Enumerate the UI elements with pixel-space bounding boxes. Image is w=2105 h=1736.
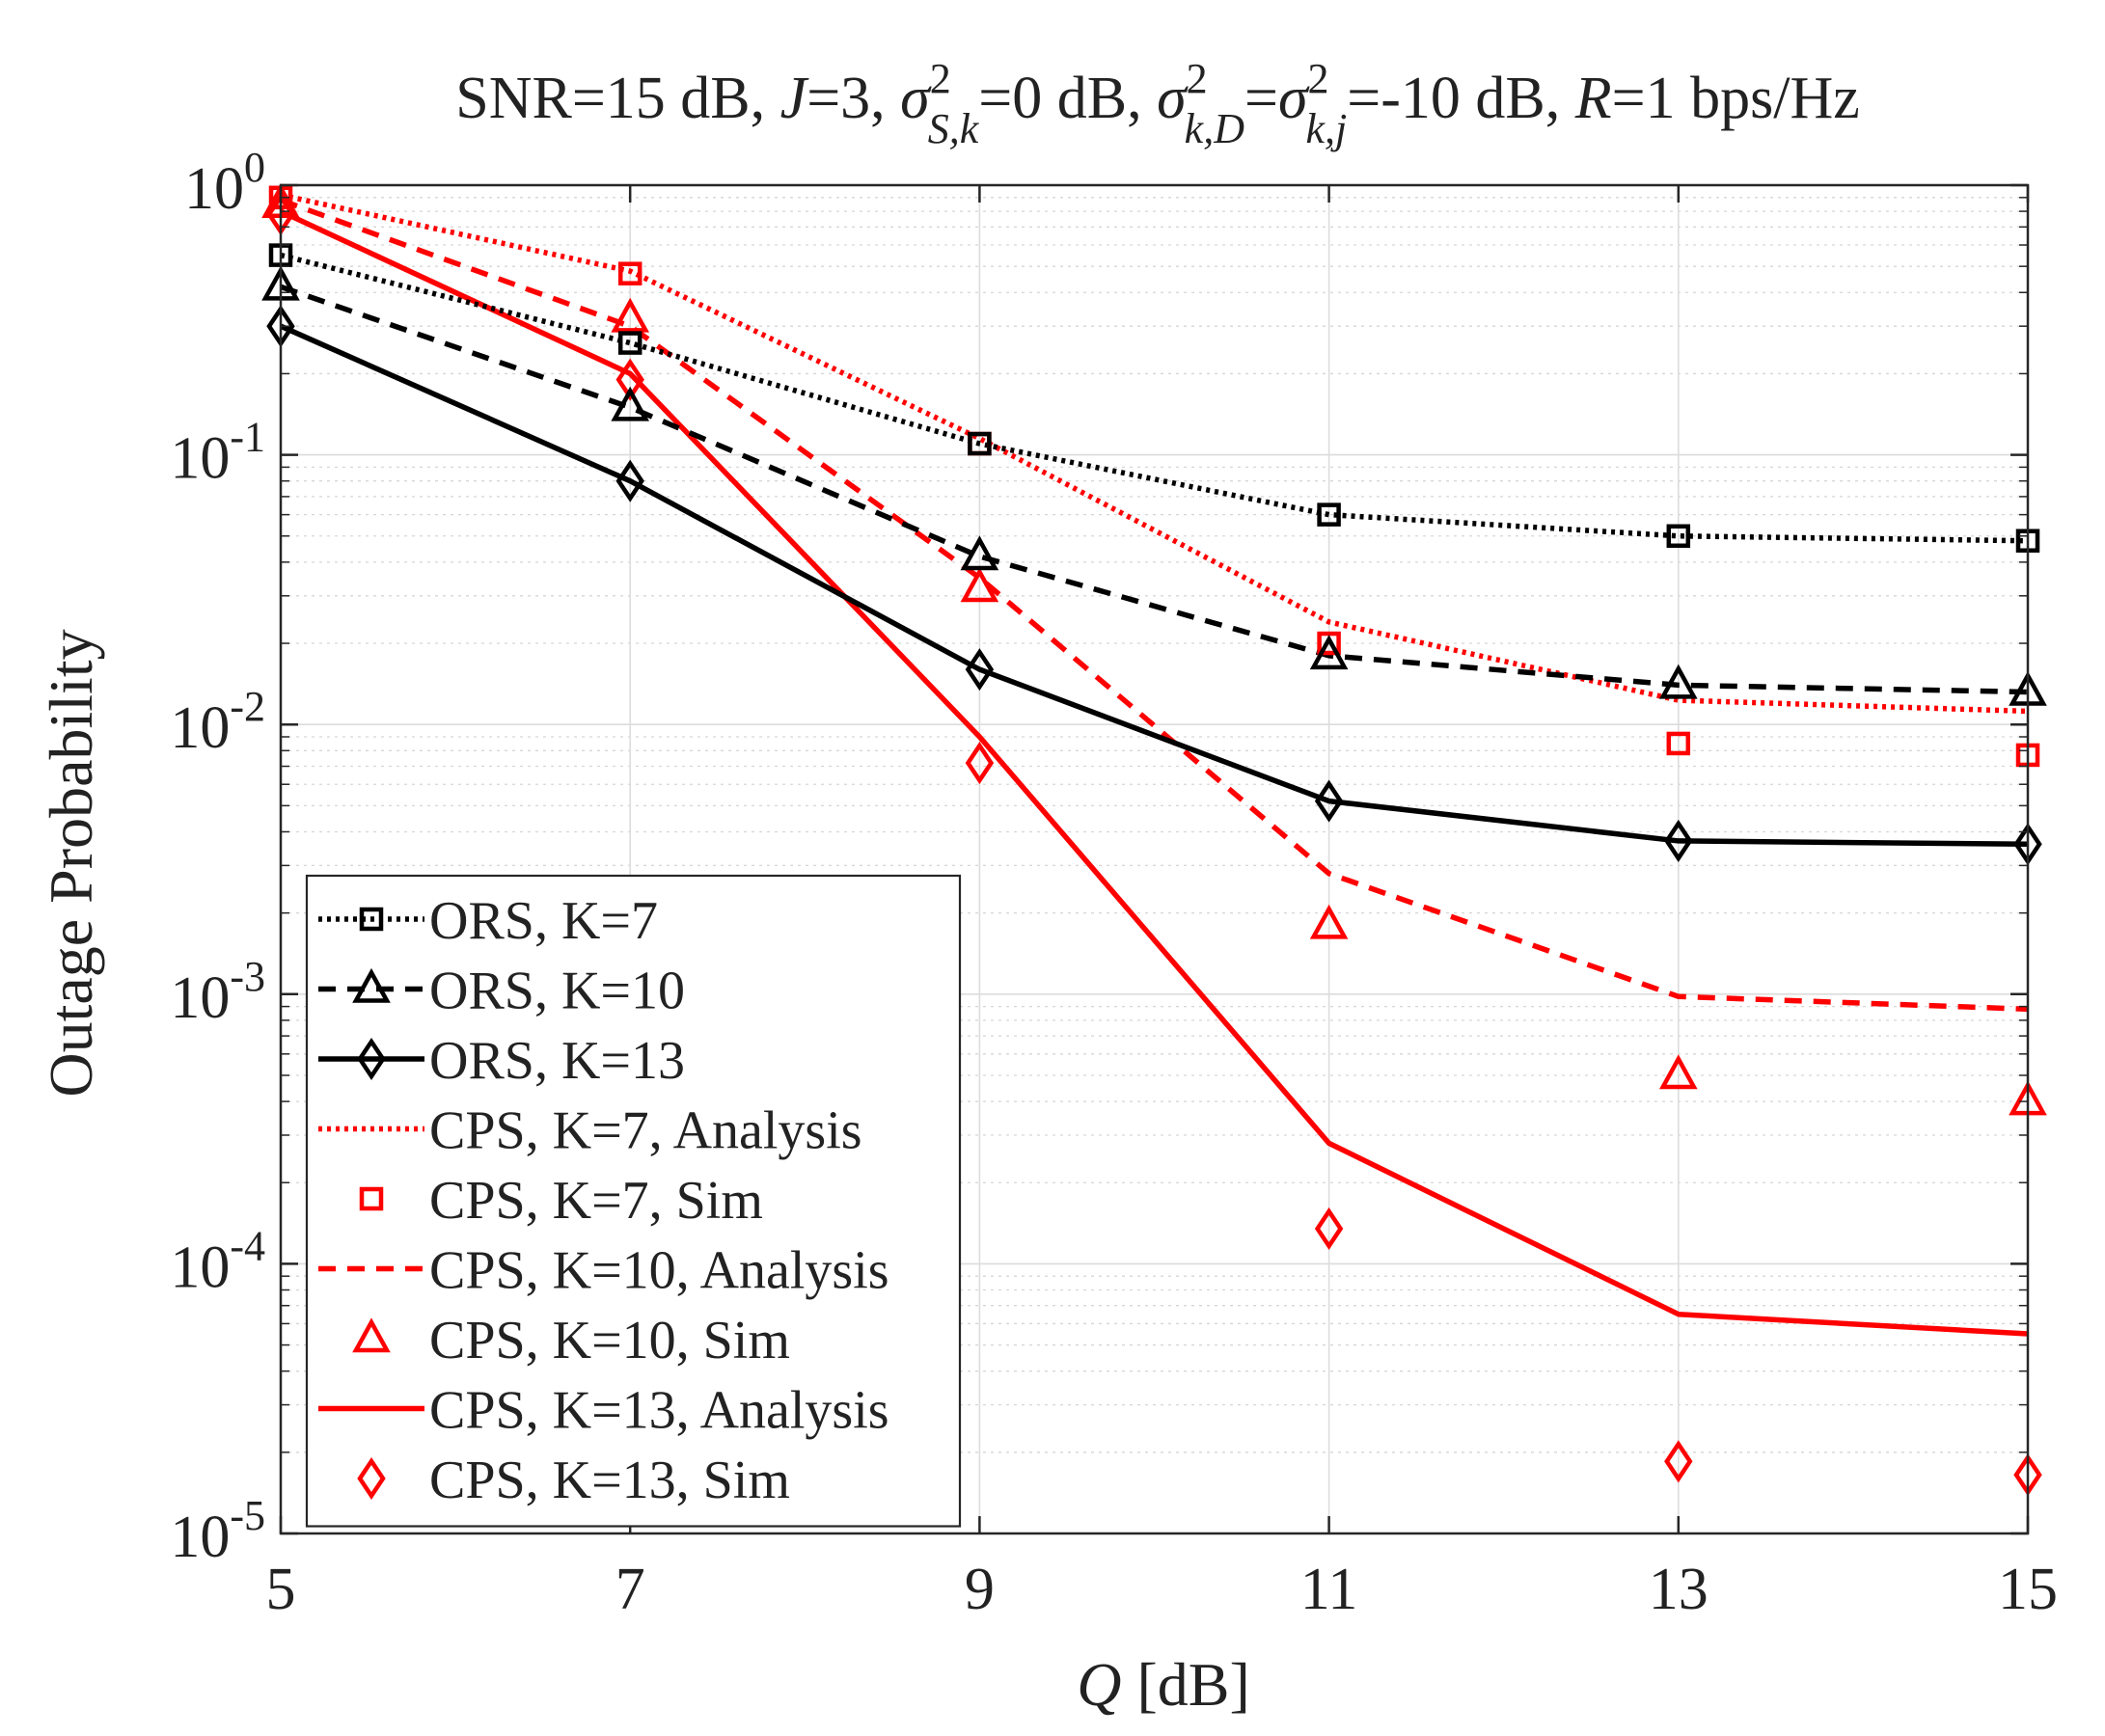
legend-label: ORS, K=13 xyxy=(429,1031,685,1091)
data-point-cps-k-10-sim xyxy=(1658,1054,1698,1090)
legend-marker-cps-k-7-sim xyxy=(359,1186,384,1211)
legend-marker-ors-k-10 xyxy=(352,967,391,1003)
data-point-ors-k-7 xyxy=(1666,524,1691,549)
legend: ORS, K=7 ORS, K=10 ORS, K=13 CPS, K=7, Anal… xyxy=(305,874,962,1528)
y-tick-label: 10-4 xyxy=(170,1222,265,1300)
y-tick-label: 10-2 xyxy=(170,683,265,761)
legend-label: CPS, K=7, Analysis xyxy=(429,1101,862,1161)
data-point-ors-k-13 xyxy=(1314,779,1344,823)
x-tick-label: 5 xyxy=(266,1557,296,1622)
data-point-ors-k-10 xyxy=(1309,635,1349,670)
data-point-cps-k-13-sim xyxy=(615,358,644,401)
legend-marker-ors-k-7 xyxy=(359,907,384,932)
y-axis-label: Outage Probability xyxy=(37,629,105,1097)
y-tick-label: 10-5 xyxy=(170,1492,265,1570)
y-tick-label: 10-3 xyxy=(170,953,265,1031)
data-point-ors-k-7 xyxy=(617,331,642,355)
data-point-cps-k-10-sim xyxy=(1309,904,1349,939)
x-axis-label: Q [dB] xyxy=(1077,1650,1250,1719)
x-tick-label: 13 xyxy=(1649,1557,1709,1622)
legend-label: ORS, K=7 xyxy=(429,891,658,951)
series-line-cps-k-13-analysis xyxy=(279,208,2029,1337)
data-point-cps-k-10-sim xyxy=(611,297,650,333)
legend-marker-cps-k-10-sim xyxy=(352,1317,391,1353)
legend-label: CPS, K=10, Sim xyxy=(429,1311,790,1370)
legend-label: CPS, K=7, Sim xyxy=(429,1171,763,1231)
data-point-cps-k-13-sim xyxy=(965,742,995,785)
legend-label: CPS, K=13, Sim xyxy=(429,1451,790,1510)
legend-label: ORS, K=10 xyxy=(429,962,685,1021)
series-line-ors-k-13 xyxy=(279,323,2029,848)
series-lines xyxy=(279,192,2029,1337)
plot-frame xyxy=(279,183,2030,1535)
y-axis: 100 10-1 10-2 10-3 10-4 10-5 xyxy=(170,144,2028,1570)
data-point-ors-k-7 xyxy=(1317,502,1341,527)
legend-label: CPS, K=13, Analysis xyxy=(429,1381,889,1441)
x-axis: 5 7 9 11 13 15 xyxy=(266,185,2058,1622)
data-point-ors-k-10 xyxy=(611,386,650,421)
data-point-ors-k-10 xyxy=(1658,664,1698,699)
legend-marker-ors-k-13 xyxy=(357,1037,386,1081)
x-tick-label: 7 xyxy=(615,1557,645,1622)
data-point-cps-k-7-sim xyxy=(617,261,642,285)
series-line-ors-k-10 xyxy=(280,284,2029,695)
x-tick-label: 11 xyxy=(1300,1557,1358,1622)
data-point-cps-k-13-sim xyxy=(1664,1440,1693,1483)
y-tick-label: 10-1 xyxy=(170,414,265,492)
data-point-ors-k-10 xyxy=(960,535,999,571)
data-point-cps-k-7-sim xyxy=(1317,631,1341,656)
y-tick-label: 100 xyxy=(184,144,265,222)
series-line-cps-k-10-analysis xyxy=(280,197,2029,1013)
legend-box xyxy=(305,874,962,1528)
data-point-cps-k-13-sim xyxy=(1314,1207,1344,1251)
data-point-cps-k-7-sim xyxy=(1666,731,1691,756)
chart-title: SNR=15 dB, J=3, σ2 S,k=0 dB, σ2 k,D=σ2 k,j=… xyxy=(455,55,1860,152)
legend-marker-cps-k-13-sim xyxy=(357,1456,386,1501)
data-point-ors-k-13 xyxy=(615,459,644,502)
data-point-cps-k-10-sim xyxy=(960,567,999,603)
x-tick-label: 15 xyxy=(1998,1557,2058,1622)
data-point-ors-k-13 xyxy=(1664,819,1693,862)
x-tick-label: 9 xyxy=(965,1557,995,1622)
data-point-ors-k-7 xyxy=(968,431,992,456)
series-line-cps-k-7-analysis xyxy=(280,192,2029,715)
data-point-ors-k-13 xyxy=(965,648,995,692)
legend-label: CPS, K=10, Analysis xyxy=(429,1241,889,1301)
